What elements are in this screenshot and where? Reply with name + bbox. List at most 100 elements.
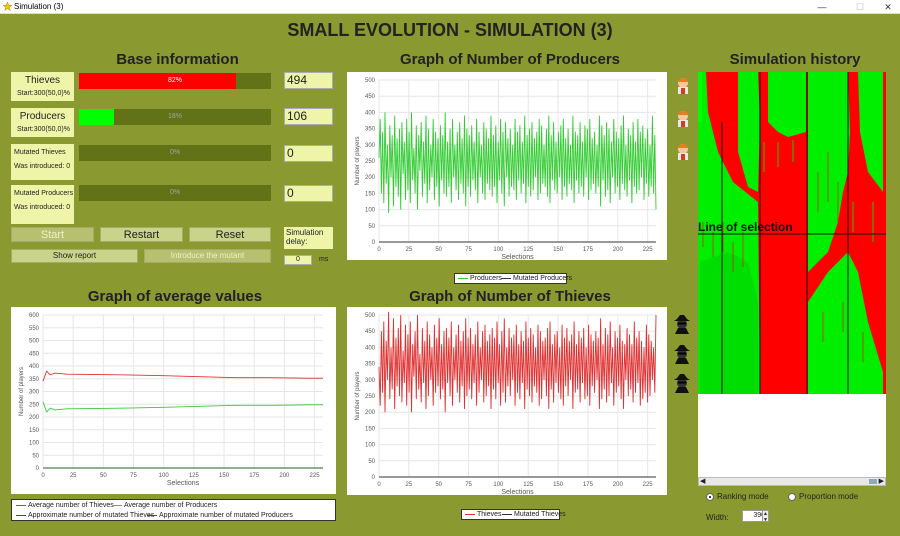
avg-chart-legend: Average number of Thieves Average number… [11,499,336,521]
scroll-thumb[interactable] [869,479,877,484]
proportion-mode-radio[interactable]: Proportion mode [788,492,858,501]
thieves-graph-title: Graph of Number of Thieves [409,288,611,305]
y-axis-title: Number of players [355,136,361,185]
proportion-mode-label: Proportion mode [799,492,859,501]
thieves-label: Thieves [24,75,60,86]
reset-button[interactable]: Reset [189,227,271,242]
x-tick-label: 125 [523,482,534,488]
legend-thieves-swatch [465,513,475,515]
producers-chart: 0 50 100 150 200 250 300 350 400 450 500 0 25 50 75 100… [355,78,657,261]
scroll-left-arrow-icon[interactable]: ◀ [700,478,706,485]
legend-avg-thieves: Average number of Thieves [28,502,114,509]
legend-avg-producers-swatch [112,504,122,506]
producers-chart-panel: 0 50 100 150 200 250 300 350 400 450 500 0 25 50 75 100… [347,72,667,261]
x-tick-label: 150 [553,482,564,488]
ranking-mode-radio[interactable]: Ranking mode [706,492,769,501]
mutated-producers-count: 0 [284,185,333,202]
thieves-progress-fill [79,73,237,89]
close-button[interactable]: ✕ [884,2,892,12]
y-tick-label: 0 [372,240,376,246]
restart-button[interactable]: Restart [100,227,183,242]
y-tick-label: 0 [36,466,40,472]
line-of-selection-label: Line of selection [698,220,793,234]
y-tick-label: 150 [365,426,376,432]
x-tick-label: 200 [613,247,624,253]
thieves-label-box: Thieves Start:300(50,0)% [11,72,74,101]
y-tick-label: 400 [365,345,376,351]
legend-mut-thieves-swatch [16,514,26,516]
y-tick-label: 200 [365,410,376,416]
introduce-mutant-button[interactable]: Introduce the mutant [144,249,271,263]
simulation-delay-input[interactable]: 0 [284,255,312,265]
x-tick-label: 225 [643,482,654,488]
width-spinner-arrows-icon[interactable]: ▲ ▼ [762,510,769,523]
thieves-chart-panel: 0 50 100 150 200 250 300 350 400 450 500 0 25 50 75 100… [347,307,667,496]
x-tick-label: 150 [219,473,230,479]
producers-start: Start:300(50,0)% [17,126,70,133]
thieves-chart-legend: Thieves Mutated Thieves [461,509,566,520]
mutated-thieves-count: 0 [284,145,333,162]
y-tick-label: 50 [368,224,375,230]
mutated-producers-intro: Was introduced: 0 [14,204,71,211]
ranking-radio-icon[interactable] [706,492,714,501]
y-tick-label: 150 [365,191,376,197]
start-button[interactable]: Start [11,227,94,242]
x-tick-label: 75 [465,482,472,488]
x-tick-label: 175 [583,482,594,488]
x-tick-label: 175 [249,473,260,479]
maximize-button[interactable]: ☐ [855,2,865,12]
thieves-progress-bar: 82% [79,73,271,89]
producers-chart-legend: Producers Mutated Producers [454,273,572,284]
x-axis-title: Selections [501,254,534,260]
width-label: Width: [706,513,729,522]
thieves-percent: 82% [167,77,182,84]
legend-mut-producers-swatch [147,514,157,516]
y-tick-label: 500 [365,313,376,319]
mutated-thieves-intro: Was introduced: 0 [14,163,71,170]
y-tick-label: 150 [29,428,40,434]
legend-producers: Producers [470,275,502,282]
y-axis-title: Number of players [19,367,25,416]
y-tick-label: 100 [29,441,40,447]
legend-mutated-thieves: Mutated Thieves [514,511,566,518]
x-tick-label: 225 [643,247,654,253]
y-tick-label: 100 [365,443,376,449]
y-tick-label: 500 [365,78,376,84]
history-view: Line of selection [698,72,886,477]
ranking-mode-label: Ranking mode [717,492,769,501]
legend-avg-producers: Average number of Producers [124,502,218,509]
window-title: Simulation (3) [14,2,64,11]
legend-mutated-thieves-swatch [502,513,512,515]
x-tick-label: 50 [435,482,442,488]
y-tick-label: 550 [29,326,40,332]
legend-mutated-producers-swatch [501,277,511,279]
x-tick-label: 200 [279,473,290,479]
simulation-delay-label: Simulation delay: [284,227,333,249]
legend-mut-thieves: Approximate number of mutated Thieves [28,512,155,519]
thief-spy-icon [674,345,690,364]
legend-thieves: Thieves [477,511,502,518]
x-tick-label: 0 [377,482,381,488]
scroll-right-arrow-icon[interactable]: ▶ [878,478,884,485]
legend-producers-swatch [458,277,468,279]
y-tick-label: 350 [365,362,376,368]
base-info-title: Base information [116,51,239,68]
producers-percent: 18% [167,113,182,120]
y-tick-label: 300 [365,143,376,149]
producers-label-box: Producers Start:300(50,0)% [11,108,74,137]
show-report-button[interactable]: Show report [11,249,138,263]
y-tick-label: 500 [29,339,40,345]
mutated-producers-percent: 0% [169,189,181,196]
minimize-button[interactable]: — [817,2,827,12]
series-line-0 [378,311,657,413]
producers-progress-bar: 18% [79,109,271,125]
mutated-producers-label: Mutated Producers [14,190,74,197]
y-tick-label: 200 [365,175,376,181]
x-tick-label: 50 [100,473,107,479]
x-tick-label: 100 [159,473,170,479]
proportion-radio-icon[interactable] [788,492,796,501]
history-horizontal-scrollbar[interactable]: ◀ ▶ [698,477,886,486]
series-line-0 [42,370,323,382]
x-tick-label: 75 [465,247,472,253]
y-tick-label: 100 [365,208,376,214]
